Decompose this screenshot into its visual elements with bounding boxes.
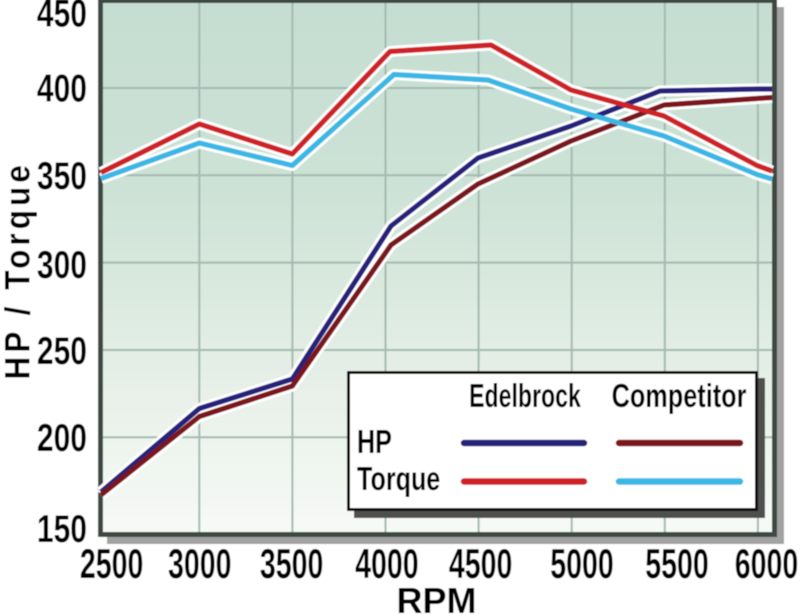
svg-text:HP / Torque: HP / Torque	[0, 161, 38, 379]
svg-text:150: 150	[37, 509, 87, 551]
svg-text:3000: 3000	[168, 539, 232, 587]
svg-text:350: 350	[37, 156, 87, 198]
svg-text:6000: 6000	[735, 539, 799, 587]
svg-text:250: 250	[37, 331, 87, 373]
svg-text:2500: 2500	[80, 539, 144, 587]
svg-text:4500: 4500	[449, 539, 513, 587]
svg-text:Edelbrock: Edelbrock	[469, 378, 582, 415]
svg-text:400: 400	[37, 68, 87, 110]
svg-text:Competitor: Competitor	[612, 378, 747, 415]
svg-text:HP: HP	[357, 424, 392, 461]
svg-text:200: 200	[37, 418, 87, 460]
svg-text:3500: 3500	[260, 539, 324, 587]
svg-text:5500: 5500	[645, 539, 709, 587]
svg-text:4000: 4000	[355, 539, 419, 587]
svg-text:RPM: RPM	[397, 580, 477, 614]
svg-text:5000: 5000	[550, 539, 614, 587]
svg-text:300: 300	[37, 244, 87, 286]
svg-text:Torque: Torque	[357, 461, 440, 498]
svg-text:450: 450	[37, 0, 87, 35]
